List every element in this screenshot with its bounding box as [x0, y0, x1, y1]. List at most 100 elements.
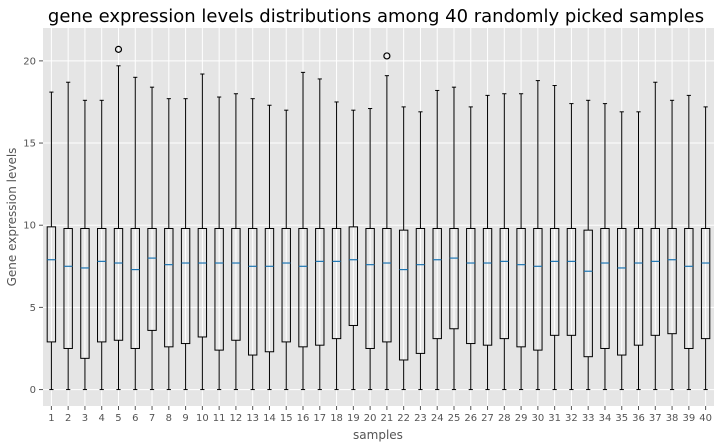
y-tick-label: 10 — [23, 221, 36, 232]
box-18 — [331, 101, 342, 391]
box-37 — [650, 81, 660, 391]
iqr-box — [331, 228, 342, 340]
x-tick-label: 8 — [166, 413, 172, 424]
x-tick-label: 9 — [182, 413, 188, 424]
x-tick-label: 30 — [531, 413, 544, 424]
iqr-box — [684, 228, 694, 349]
x-tick-label: 18 — [330, 413, 343, 424]
x-tick-label: 6 — [132, 413, 138, 424]
box-29 — [516, 93, 526, 391]
x-tick-label: 10 — [196, 413, 209, 424]
iqr-box — [382, 228, 392, 343]
box-39 — [684, 94, 694, 391]
iqr-box — [80, 228, 90, 359]
iqr-box — [46, 226, 57, 343]
iqr-box — [432, 228, 442, 340]
box-31 — [549, 85, 560, 391]
outlier-point — [383, 52, 391, 60]
iqr-box — [398, 229, 409, 361]
box-3 — [80, 99, 90, 391]
x-tick-label: 39 — [682, 413, 695, 424]
x-tick-label: 12 — [230, 413, 243, 424]
x-tick-label: 24 — [431, 413, 444, 424]
x-tick-label: 31 — [548, 413, 561, 424]
x-tick-label: 16 — [297, 413, 310, 424]
iqr-box — [147, 228, 157, 331]
iqr-box — [63, 228, 73, 349]
iqr-box — [566, 228, 577, 336]
x-tick-label: 23 — [414, 413, 427, 424]
x-tick-label: 2 — [65, 413, 71, 424]
boxes-group — [46, 45, 711, 391]
iqr-box — [617, 228, 627, 356]
box-28 — [499, 93, 510, 391]
box-23 — [415, 111, 426, 391]
iqr-box — [700, 228, 711, 340]
x-tick-label: 29 — [515, 413, 528, 424]
y-axis-ticks: 0 5 10 15 20 — [23, 56, 43, 396]
y-tick-label: 15 — [23, 139, 36, 150]
box-27 — [482, 94, 493, 391]
iqr-box — [516, 228, 526, 348]
box-22 — [398, 106, 409, 391]
box-8 — [164, 98, 174, 391]
x-tick-label: 13 — [246, 413, 259, 424]
iqr-box — [449, 228, 459, 330]
iqr-box — [499, 228, 510, 340]
box-38 — [667, 99, 677, 391]
box-34 — [600, 103, 610, 391]
x-tick-label: 40 — [699, 413, 712, 424]
x-tick-label: 26 — [464, 413, 477, 424]
iqr-box — [415, 228, 426, 354]
iqr-box — [197, 228, 208, 338]
box-33 — [583, 99, 593, 391]
x-tick-label: 7 — [149, 413, 155, 424]
box-30 — [533, 80, 543, 391]
x-tick-label: 36 — [632, 413, 645, 424]
y-tick-label: 0 — [30, 385, 36, 396]
box-32 — [566, 103, 577, 391]
chart-title: gene expression levels distributions amo… — [48, 6, 704, 27]
box-36 — [633, 111, 644, 391]
box-6 — [130, 76, 140, 391]
x-tick-label: 33 — [582, 413, 595, 424]
box-9 — [180, 98, 191, 391]
iqr-box — [315, 228, 325, 346]
iqr-box — [281, 228, 291, 343]
y-axis-label: Gene expression levels — [5, 148, 19, 287]
iqr-box — [633, 228, 644, 346]
box-17 — [315, 78, 325, 391]
outlier-point — [114, 45, 123, 53]
iqr-box — [97, 228, 107, 343]
iqr-box — [231, 228, 241, 341]
x-axis-label: samples — [353, 428, 403, 442]
box-10 — [197, 73, 208, 391]
box-25 — [449, 86, 459, 391]
box-40 — [700, 106, 711, 391]
box-12 — [231, 93, 241, 391]
x-tick-label: 20 — [364, 413, 377, 424]
x-tick-label: 38 — [666, 413, 679, 424]
x-tick-label: 4 — [99, 413, 105, 424]
x-tick-label: 3 — [82, 413, 88, 424]
x-axis-ticks: 1 2 3 4 5 6 7 8 9 10 11 12 13 14 15 16 17 18 19 20 21 22 23 24 2… — [48, 406, 712, 424]
iqr-box — [130, 228, 140, 349]
box-7 — [147, 86, 157, 391]
box-5 — [113, 45, 124, 391]
x-tick-label: 37 — [649, 413, 662, 424]
iqr-box — [264, 228, 275, 353]
y-tick-label: 20 — [23, 56, 36, 67]
box-4 — [97, 99, 107, 391]
x-tick-label: 21 — [381, 413, 394, 424]
box-19 — [348, 109, 359, 391]
iqr-box — [298, 228, 308, 348]
iqr-box — [650, 228, 660, 336]
x-tick-label: 1 — [48, 413, 54, 424]
box-15 — [281, 109, 291, 391]
x-tick-label: 14 — [263, 413, 276, 424]
iqr-box — [247, 228, 258, 356]
x-tick-label: 28 — [498, 413, 511, 424]
box-2 — [63, 81, 73, 391]
iqr-box — [113, 228, 124, 341]
x-tick-label: 19 — [347, 413, 360, 424]
